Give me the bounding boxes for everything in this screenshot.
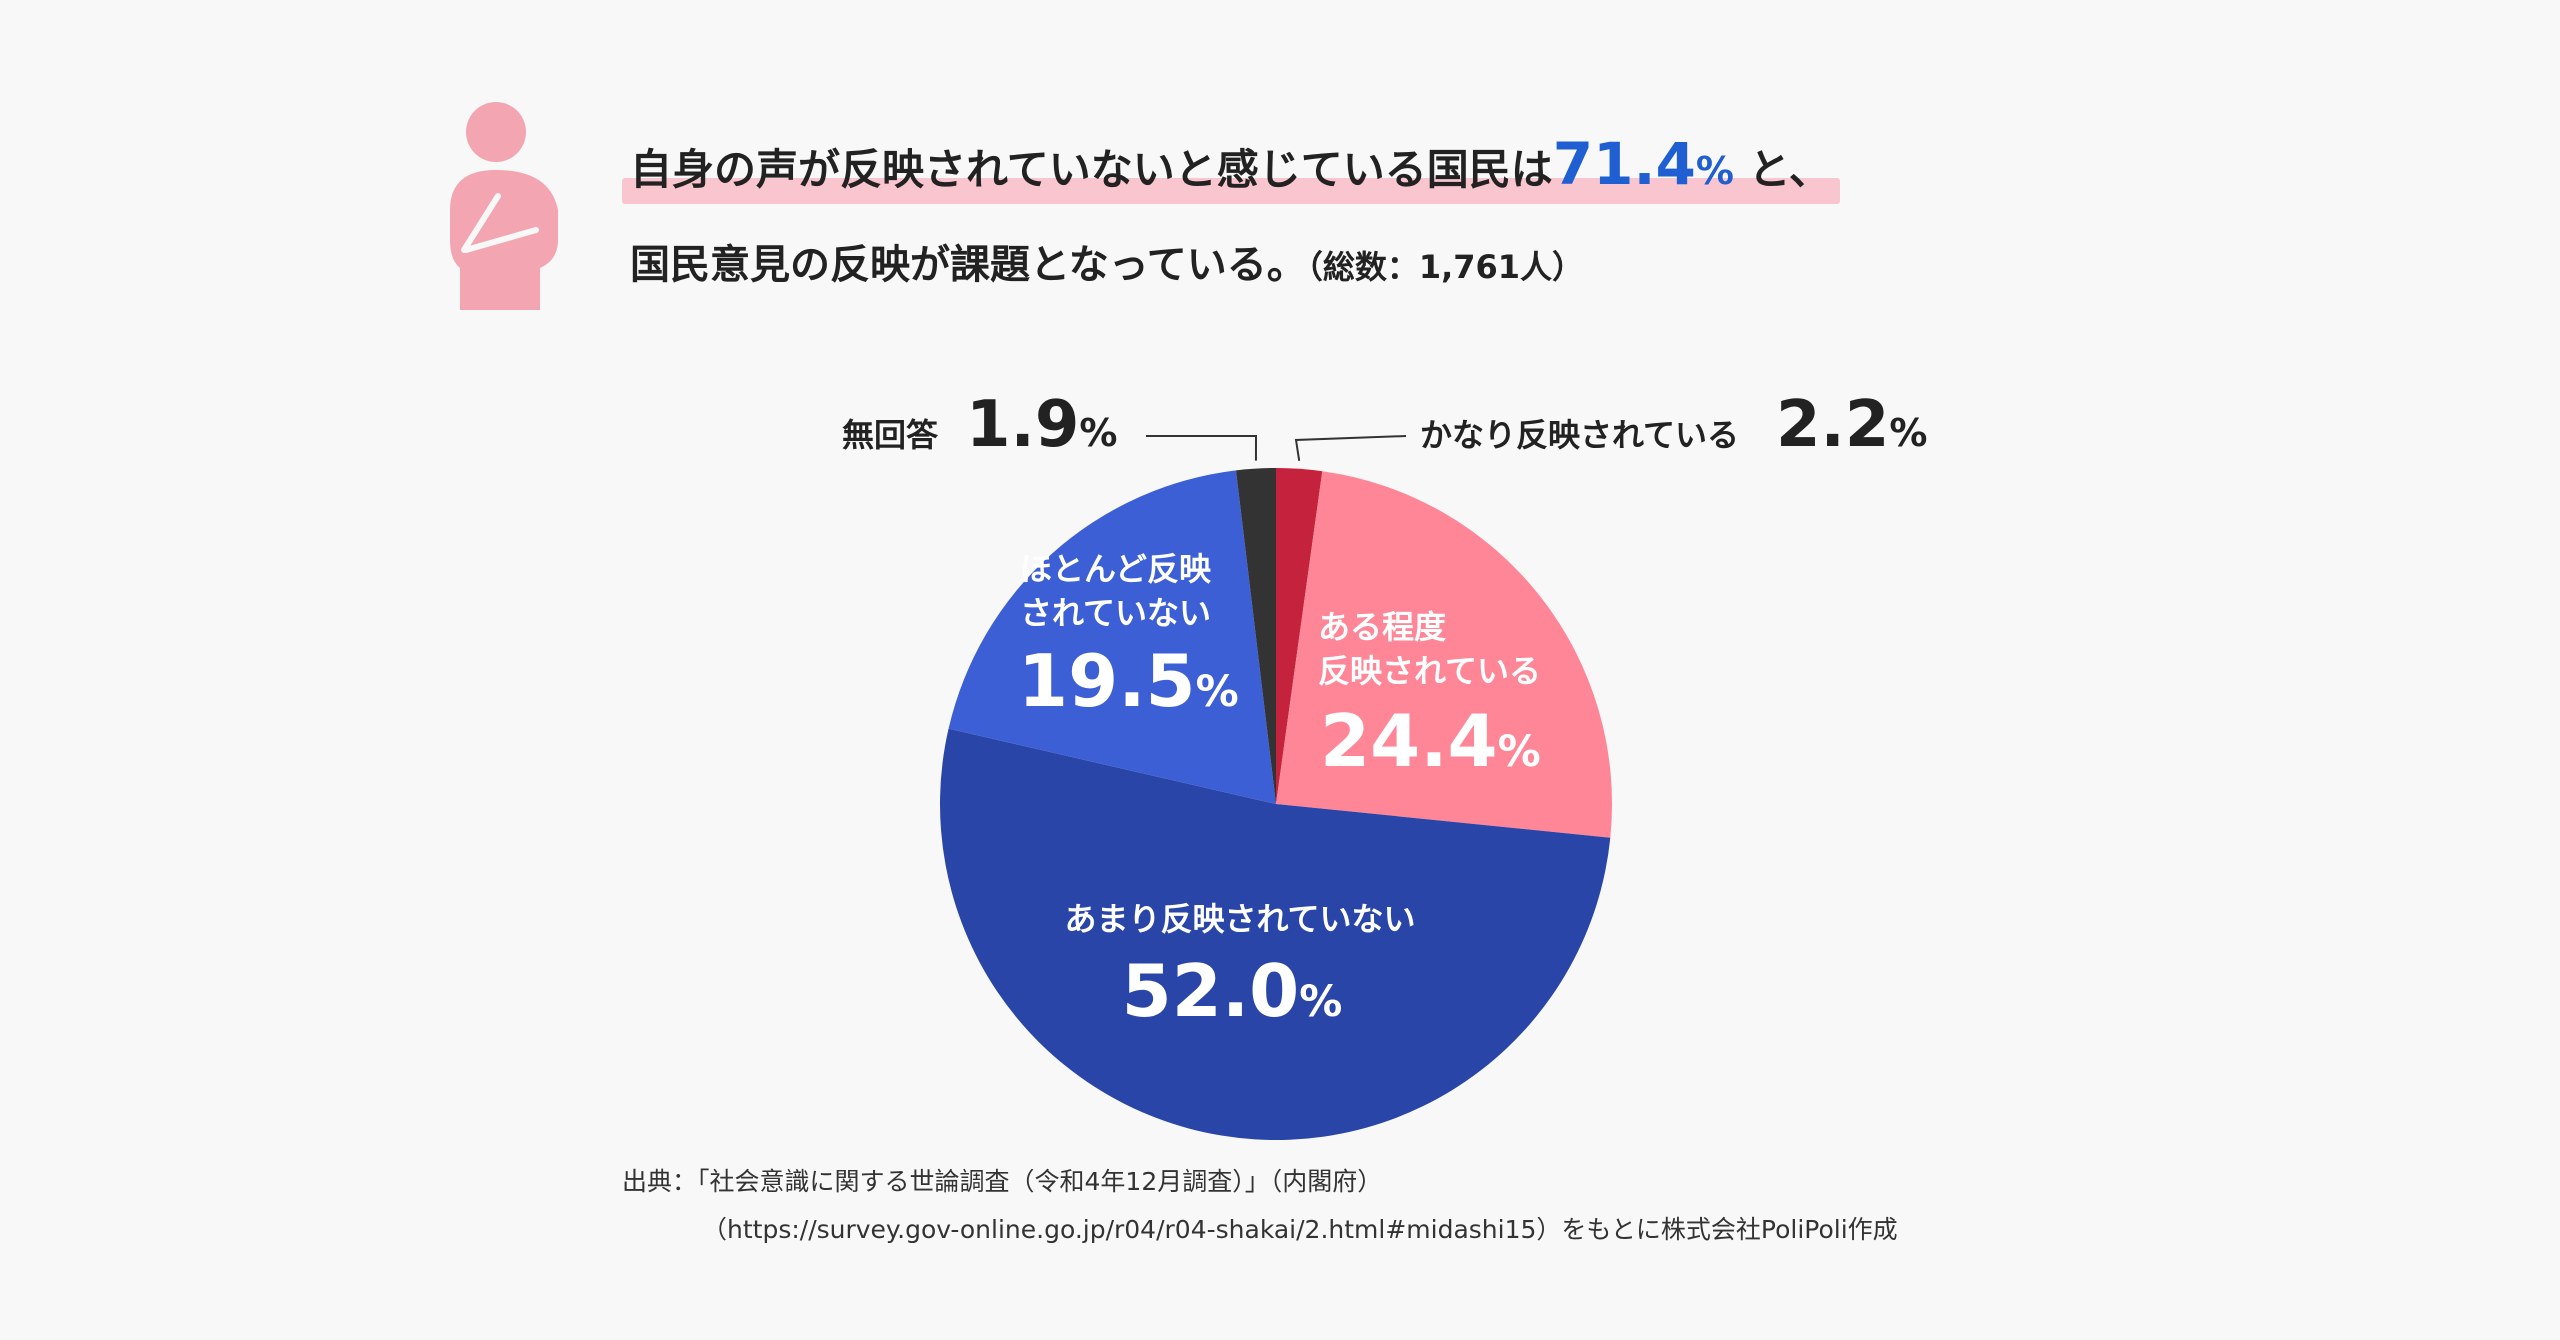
- leader-line-4: [1146, 435, 1258, 461]
- slice-label-4: 無回答: [842, 416, 939, 454]
- headline-prefix: 自身の声が反映されていないと感じている国民は: [630, 145, 1553, 194]
- slice-label-0: かなり反映されている: [1420, 416, 1739, 454]
- pie-slice-1: [1276, 471, 1612, 838]
- source-line-2: （https://survey.gov-online.go.jp/r04/r04…: [702, 1215, 1898, 1244]
- slice-label-3-line-1: ほとんど反映: [1020, 550, 1211, 588]
- slice-value-1: 24.4%: [1320, 699, 1541, 783]
- headline-highlight-bar: [622, 178, 1840, 204]
- source-line-1: 出典：「社会意識に関する世論調査（令和4年12月調査）」（内閣府）: [622, 1167, 1383, 1196]
- headline-line-2: 国民意見の反映が課題となっている。（総数：1,761人）: [630, 232, 1584, 290]
- slice-value-3: 19.5%: [1018, 639, 1239, 723]
- headline-note: （総数：1,761人）: [1306, 248, 1585, 286]
- source-citation: 出典：「社会意識に関する世論調査（令和4年12月調査）」（内閣府） （https…: [622, 1158, 1898, 1254]
- pie-slice-2: [940, 728, 1611, 1140]
- thinking-person-icon: [450, 102, 558, 310]
- slice-value-4: 1.9%: [966, 388, 1117, 462]
- slice-value-0: 2.2%: [1776, 388, 1927, 462]
- pie-slice-3: [948, 470, 1276, 804]
- slice-value-2: 52.0%: [1122, 949, 1343, 1033]
- slice-label-1-line-2: 反映されている: [1318, 652, 1541, 690]
- headline-suffix: と、: [1733, 145, 1831, 194]
- headline-main: 国民意見の反映が課題となっている。: [630, 242, 1307, 288]
- slice-label-3-line-2: されていない: [1020, 594, 1211, 632]
- leader-line-0: [1294, 435, 1407, 461]
- slice-label-2: あまり反映されていない: [1064, 900, 1415, 938]
- headline-highlight-unit: %: [1695, 149, 1734, 193]
- pie-slice-4: [1235, 468, 1276, 804]
- headline-line-1: 自身の声が反映されていないと感じている国民は71.4% と、: [630, 130, 1831, 198]
- headline-highlight-value: 71.4: [1552, 130, 1696, 198]
- pie-slice-0: [1276, 468, 1323, 804]
- slice-label-1-line-1: ある程度: [1318, 608, 1446, 646]
